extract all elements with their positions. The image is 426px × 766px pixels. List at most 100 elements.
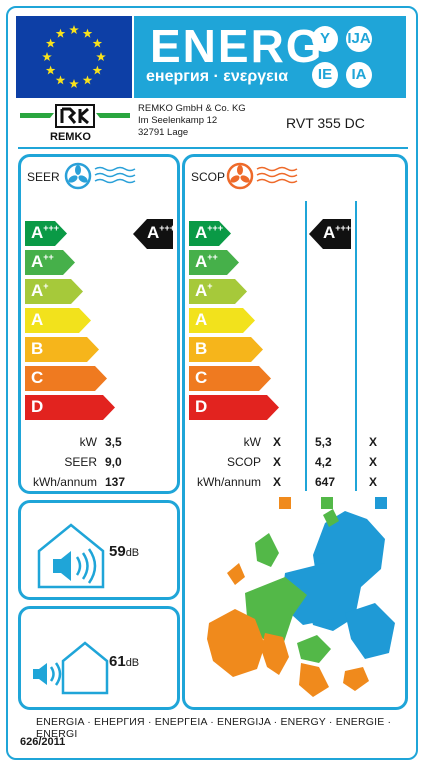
- outdoor-db-unit: dB: [125, 657, 140, 669]
- scale-letter: A: [31, 310, 44, 329]
- seer-scale-bar: B: [25, 337, 99, 362]
- scop-row-label: kW: [243, 435, 261, 449]
- seer-row-label: kW: [79, 435, 97, 449]
- scale-sup: ++: [207, 252, 218, 262]
- scale-letter: C: [195, 368, 208, 387]
- scop-class-letter: A: [323, 223, 336, 242]
- scop-row-label: kWh/annum: [196, 475, 261, 489]
- indoor-noise-level: 59dB: [109, 543, 139, 560]
- scop-value: X: [273, 455, 282, 469]
- scale-letter: B: [31, 339, 44, 358]
- lang-circle: IE: [312, 62, 338, 88]
- scale-letter: A: [195, 281, 208, 300]
- outdoor-noise-panel: 61dB: [18, 606, 180, 710]
- scop-value: X: [369, 455, 378, 469]
- scop-scale-label: A+++: [195, 222, 223, 244]
- scop-scale-label: B: [195, 338, 207, 360]
- seer-scale-label: A++: [31, 251, 54, 273]
- seer-scale-bar: D: [25, 395, 115, 420]
- climate-zone-swatch: [321, 497, 333, 509]
- address-line: Im Seelenkamp 12: [138, 115, 218, 126]
- eu-flag: [16, 16, 132, 98]
- energy-word: ENERG: [150, 20, 324, 72]
- seer-scale-label: B: [31, 338, 43, 360]
- remko-logo: REMKO: [20, 104, 130, 143]
- scop-scale-label: D: [195, 396, 207, 418]
- scop-scale-label: A++: [195, 251, 218, 273]
- supplier-row: REMKO REMKO GmbH & Co. KG Im Seelenkamp …: [20, 103, 408, 149]
- eu-star: [82, 28, 93, 38]
- energy-banner: ENERG енергия · ενεργεια Y IJA IE IA: [134, 16, 406, 98]
- column-divider: [305, 201, 307, 491]
- model-name: RVT 355 DC: [286, 115, 365, 131]
- scop-value: 4,2: [315, 455, 332, 469]
- climate-zone-swatch: [279, 497, 291, 509]
- eu-star: [45, 38, 56, 48]
- outdoor-unit-sound-icon: [33, 641, 109, 695]
- eu-star: [96, 52, 106, 61]
- seer-scale-bar: A+: [25, 279, 83, 304]
- europe-climate-map: [207, 509, 395, 697]
- seer-title: SEER: [27, 170, 60, 184]
- scale-sup: +++: [207, 223, 224, 233]
- eu-star: [82, 75, 93, 85]
- scop-class-sup: +++: [335, 223, 352, 233]
- scop-value: X: [369, 435, 378, 449]
- scop-scale-label: C: [195, 367, 207, 389]
- outdoor-db-value: 61: [109, 653, 126, 670]
- lang-circle: IA: [346, 62, 372, 88]
- scale-letter: D: [31, 397, 44, 416]
- scale-sup: +: [207, 281, 213, 291]
- seer-scale-label: C: [31, 367, 43, 389]
- scop-scale-bar: D: [189, 395, 279, 420]
- indoor-noise-panel: 59dB: [18, 500, 180, 600]
- climate-zone-swatch: [375, 497, 387, 509]
- seer-scale-label: A: [31, 309, 43, 331]
- scale-sup: ++: [43, 252, 54, 262]
- seer-scale-bar: A: [25, 308, 91, 333]
- seer-scale-label: A+++: [31, 222, 59, 244]
- seer-class-letter: A: [147, 223, 160, 242]
- lang-circle: Y: [312, 26, 338, 52]
- cooling-fan-icon: [64, 162, 136, 190]
- scop-panel: SCOP A+++ A++ A+ A B C D A+++ kW X 5,3 X SCOP X 4,2 X…: [182, 154, 408, 710]
- seer-row-value: 137: [105, 475, 126, 489]
- eu-star: [45, 65, 56, 75]
- label-frame: [6, 6, 418, 760]
- outdoor-noise-level: 61dB: [109, 653, 139, 670]
- energy-sub: енергия · ενεργεια: [146, 68, 289, 85]
- eu-star: [42, 52, 52, 61]
- address-line: REMKO GmbH & Co. KG: [138, 103, 246, 114]
- scale-letter: A: [195, 310, 208, 329]
- eu-star: [69, 79, 79, 88]
- seer-panel: SEER A+++ A++ A+ A B C D A+++ kW 3,5 SEER 9,0 …: [18, 154, 180, 494]
- scale-letter: A: [195, 252, 208, 271]
- scop-scale-label: A+: [195, 280, 213, 302]
- indoor-unit-sound-icon: [37, 523, 105, 589]
- eu-star: [92, 65, 103, 75]
- indoor-db-unit: dB: [125, 547, 140, 559]
- regulation-number: 626/2011: [20, 736, 66, 748]
- seer-scale-label: D: [31, 396, 43, 418]
- scale-letter: C: [31, 368, 44, 387]
- scop-scale-bar: B: [189, 337, 263, 362]
- supplier-address: REMKO GmbH & Co. KG Im Seelenkamp 12 327…: [138, 103, 246, 139]
- scop-scale-bar: A+: [189, 279, 247, 304]
- scale-letter: A: [195, 223, 208, 242]
- eu-star: [69, 25, 79, 34]
- scop-scale-bar: C: [189, 366, 271, 391]
- scale-letter: A: [31, 223, 44, 242]
- scop-value: X: [369, 475, 378, 489]
- scale-letter: A: [31, 252, 44, 271]
- address-line: 32791 Lage: [138, 127, 189, 138]
- seer-class-sup: +++: [159, 223, 176, 233]
- logo-text: REMKO: [50, 131, 91, 143]
- column-divider: [355, 201, 357, 491]
- scale-letter: D: [195, 397, 208, 416]
- eu-star: [55, 28, 66, 38]
- eu-star: [92, 38, 103, 48]
- divider: [18, 147, 408, 149]
- eu-star: [55, 75, 66, 85]
- seer-scale-bar: A+++: [25, 221, 67, 246]
- scop-title: SCOP: [191, 170, 226, 184]
